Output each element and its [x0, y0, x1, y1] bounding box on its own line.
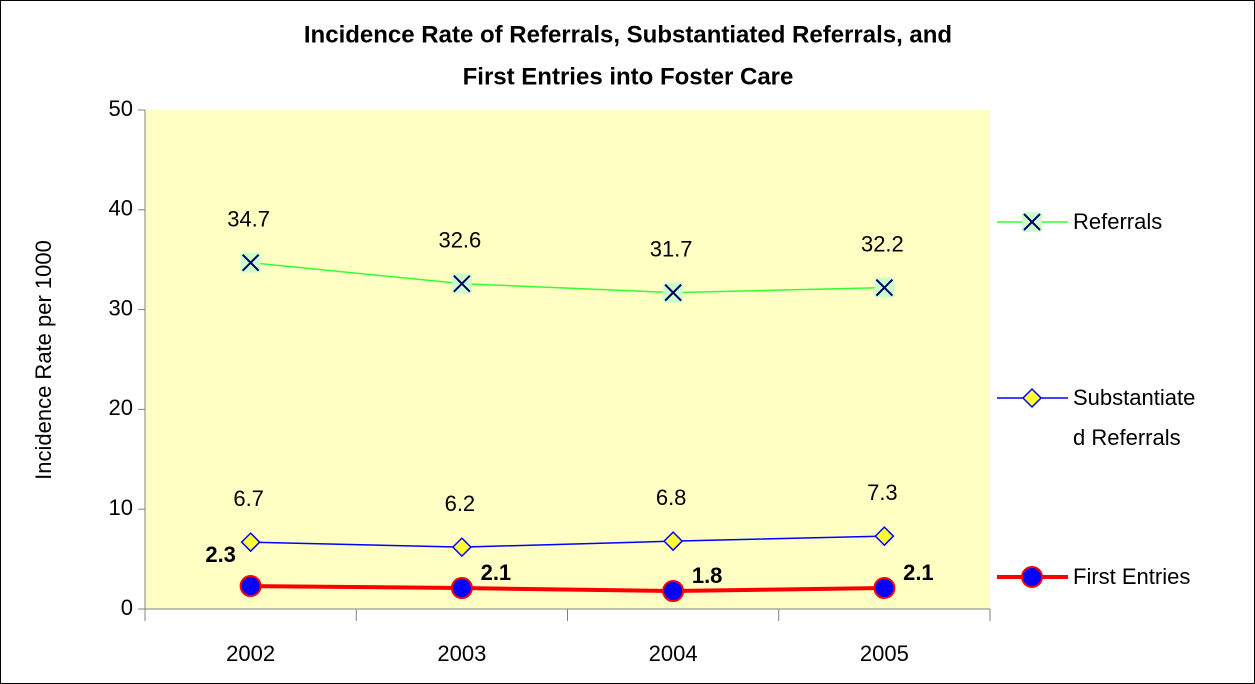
legend-entry: Substantiated Referrals [1073, 385, 1196, 450]
data-label: 31.7 [650, 236, 693, 261]
data-label: 6.8 [656, 485, 687, 510]
data-point [450, 577, 473, 600]
data-label: 2.3 [205, 542, 236, 567]
data-point [662, 580, 685, 603]
marker-x [241, 253, 260, 272]
data-label: 32.2 [861, 231, 904, 256]
data-label: 2.1 [903, 560, 934, 585]
y-tick-label: 0 [121, 595, 133, 620]
data-point [451, 273, 472, 294]
y-tick-label: 20 [109, 395, 133, 420]
y-tick-label: 30 [109, 295, 133, 320]
y-tick-label: 10 [109, 495, 133, 520]
data-point [874, 526, 895, 547]
y-tick-label: 40 [109, 196, 133, 221]
data-label: 34.7 [227, 207, 270, 232]
legend-entry: First Entries [1073, 564, 1191, 589]
data-point [663, 531, 684, 552]
chart-title: First Entries into Foster Care [463, 63, 794, 90]
y-axis-label: Incidence Rate per 1000 [31, 240, 56, 480]
data-point [451, 537, 472, 558]
marker-x [453, 274, 471, 293]
data-label: 32.6 [438, 227, 481, 252]
data-label: 1.8 [692, 563, 723, 588]
data-point [873, 577, 896, 600]
marker-x [1023, 213, 1041, 231]
plot-area [145, 110, 990, 609]
y-tick-label: 50 [109, 96, 133, 121]
data-label: 7.3 [867, 480, 898, 505]
data-label: 6.7 [233, 486, 264, 511]
chart-title: Incidence Rate of Referrals, Substantiat… [304, 21, 952, 48]
legend-entry: Referrals [1073, 209, 1163, 234]
x-tick-label: 2005 [860, 641, 909, 666]
data-point [663, 282, 684, 303]
data-label: 2.1 [481, 560, 512, 585]
data-point [239, 575, 262, 598]
legend-label: Referrals [1073, 209, 1163, 234]
series-line [250, 584, 885, 594]
marker-x [875, 278, 894, 297]
legend-label: Substantiated Referrals [1073, 385, 1196, 450]
marker-x [664, 283, 682, 302]
data-point [240, 532, 261, 553]
legend-label: First Entries [1073, 564, 1191, 589]
series-line [250, 535, 885, 548]
legend-marker [1022, 212, 1042, 232]
x-tick-label: 2003 [437, 641, 486, 666]
x-tick-label: 2002 [226, 641, 275, 666]
data-label: 6.2 [445, 491, 476, 516]
legend-marker [1021, 387, 1043, 409]
x-tick-label: 2004 [649, 641, 698, 666]
legend-marker [1021, 566, 1043, 588]
data-point [874, 277, 895, 298]
series-line [250, 261, 885, 294]
data-point [240, 252, 261, 273]
